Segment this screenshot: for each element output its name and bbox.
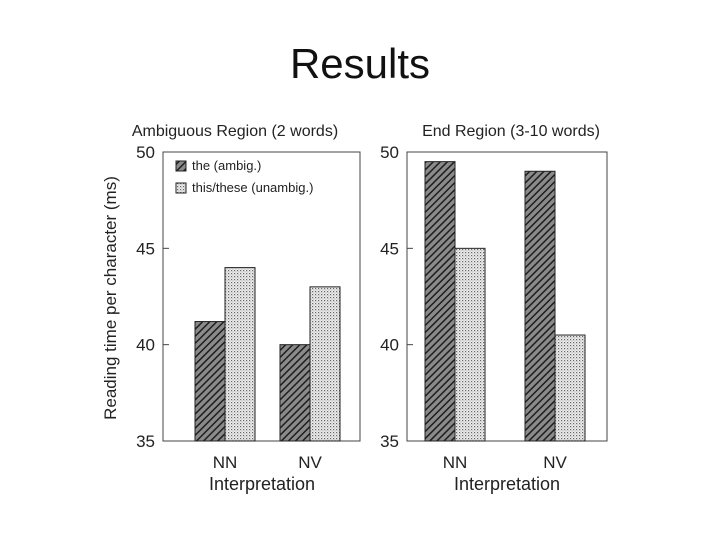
x-tick-label-nv: NV <box>298 453 322 472</box>
bar-nn-series-2 <box>224 267 256 442</box>
x-tick-label-nn: NN <box>213 453 238 472</box>
chart-panel-end-region: End Region (3-10 words) 35 40 45 50 NN NV Inter… <box>380 123 608 494</box>
bar-nn-series-1 <box>194 321 226 442</box>
bar-nv-series-2 <box>554 334 586 442</box>
y-tick-label: 45 <box>136 239 155 258</box>
chart-panel-ambiguous-region: Ambiguous Region (2 words) 35 40 45 50 NN NV In… <box>132 123 361 494</box>
plot-frame <box>406 151 608 442</box>
y-tick-label: 40 <box>136 336 155 355</box>
panel-title: End Region (3-10 words) <box>422 123 600 140</box>
plot-frame <box>162 151 361 442</box>
legend-swatch-2 <box>175 182 187 194</box>
bar-nn-series-1 <box>424 161 456 442</box>
x-axis-label: Interpretation <box>209 474 315 494</box>
bar-nv-series-1 <box>279 344 311 442</box>
bar-nn-series-2 <box>454 247 486 442</box>
y-tick-label: 40 <box>380 336 399 355</box>
y-tick-label: 35 <box>380 432 399 451</box>
y-tick-label: 35 <box>136 432 155 451</box>
y-axis-label: Reading time per character (ms) <box>101 176 120 420</box>
slide-title: Results <box>289 40 431 87</box>
x-axis-label: Interpretation <box>454 474 560 494</box>
y-tick-label: 50 <box>136 143 155 162</box>
x-tick-label-nv: NV <box>543 453 567 472</box>
legend-label-2: this/these (unambig.) <box>192 180 313 195</box>
panel-title: Ambiguous Region (2 words) <box>132 123 338 140</box>
bar-nv-series-2 <box>309 286 341 442</box>
y-tick-label: 45 <box>380 239 399 258</box>
legend-swatch-1 <box>175 160 187 172</box>
legend-label-1: the (ambig.) <box>192 158 261 173</box>
bar-nv-series-1 <box>524 170 556 442</box>
y-tick-label: 50 <box>380 143 399 162</box>
x-tick-label-nn: NN <box>443 453 468 472</box>
